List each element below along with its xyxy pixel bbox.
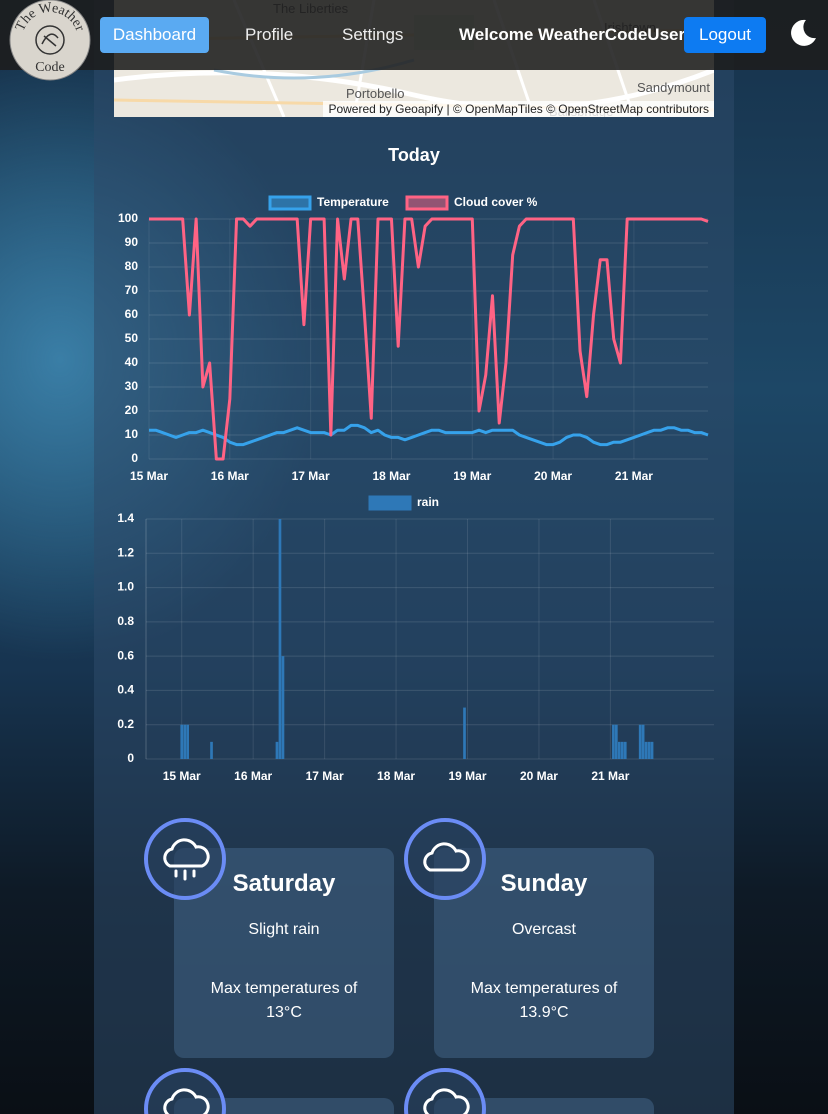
bar [614, 724, 618, 759]
bar [183, 724, 187, 759]
y-tick-label: 60 [125, 307, 139, 321]
x-tick-label: 21 Mar [591, 769, 629, 783]
charts: Today Temperature Cloud cover % 0 10 20 30 40 50… [117, 145, 709, 783]
cloud-icon [404, 818, 486, 900]
rain-icon [144, 1068, 226, 1114]
bar [275, 741, 279, 759]
welcome-text: Welcome WeatherCodeUser! [459, 25, 691, 44]
bar [650, 741, 654, 759]
x-tick-label: 21 Mar [615, 469, 653, 483]
day: Sunday [500, 870, 588, 897]
y-tick-label: 80 [125, 259, 139, 273]
bar [186, 724, 189, 759]
legend-label: Temperature [317, 195, 389, 209]
map-label: Sandymount [637, 80, 710, 95]
y-tick-label: 20 [125, 403, 139, 417]
max-label: Max temperatures of [470, 980, 618, 997]
nav-link[interactable]: Dashboard [100, 17, 209, 53]
forecast-card[interactable] [434, 1098, 654, 1114]
y-tick-label: 1.4 [117, 511, 134, 525]
y-tick-label: 1.2 [117, 545, 134, 559]
legend-swatch [368, 495, 412, 511]
x-tick-label: 20 Mar [534, 469, 572, 483]
y-tick-label: 0 [131, 451, 138, 465]
forecast-card[interactable] [174, 1098, 394, 1114]
bar [644, 741, 648, 759]
bar [278, 519, 282, 759]
max-temp: 13°C [266, 1004, 302, 1021]
y-tick-label: 70 [125, 283, 139, 297]
x-tick-label: 18 Mar [377, 769, 415, 783]
navbar: The Weather Code Dashboard Profile Setti… [0, 0, 828, 81]
x-tick-label: 18 Mar [372, 469, 410, 483]
nav-link[interactable]: Profile [245, 25, 294, 44]
bar [620, 741, 624, 759]
y-tick-label: 0.4 [117, 683, 134, 697]
bar [641, 724, 645, 759]
x-tick-label: 15 Mar [130, 469, 168, 483]
legend-label: Cloud cover % [454, 195, 538, 209]
forecast-card[interactable]: Sunday Overcast Max temperatures of 13.9°… [434, 848, 654, 1058]
bar [647, 741, 651, 759]
y-tick-label: 50 [125, 331, 139, 345]
logo[interactable]: The Weather Code [8, 0, 92, 82]
rain-icon [144, 818, 226, 900]
x-tick-label: 16 Mar [234, 769, 272, 783]
bar [638, 724, 642, 759]
line-series [149, 423, 709, 447]
max-label: Max temperatures of [210, 980, 358, 997]
y-tick-label: 1.0 [117, 580, 134, 594]
x-tick-label: 20 Mar [520, 769, 558, 783]
y-tick-label: 10 [125, 427, 139, 441]
x-tick-label: 19 Mar [453, 469, 491, 483]
y-tick-label: 100 [118, 211, 138, 225]
y-tick-label: 90 [125, 235, 139, 249]
day: Saturday [232, 870, 336, 897]
map-label: Portobello [346, 86, 405, 101]
y-tick-label: 0.6 [117, 648, 134, 662]
bar [281, 656, 285, 759]
bar [623, 741, 627, 759]
x-tick-label: 17 Mar [292, 469, 330, 483]
legend-label: rain [417, 495, 439, 509]
max-temp: 13.9°C [519, 1004, 569, 1021]
y-tick-label: 30 [125, 379, 139, 393]
y-tick-label: 40 [125, 355, 139, 369]
x-tick-label: 15 Mar [163, 769, 201, 783]
x-tick-label: 19 Mar [448, 769, 486, 783]
y-tick-label: 0 [127, 751, 134, 765]
bar [180, 724, 184, 759]
theme-toggle[interactable] [788, 18, 818, 48]
bar [463, 707, 466, 759]
logo-text: Code [35, 60, 65, 75]
condition: Slight rain [248, 921, 320, 938]
nav-link[interactable]: Settings [342, 25, 404, 44]
bar [210, 741, 213, 759]
line-series [149, 217, 709, 461]
y-tick-label: 0.8 [117, 614, 134, 628]
bar [617, 741, 621, 759]
chart-title: Today [388, 145, 440, 165]
logout-button[interactable]: Logout [684, 17, 766, 53]
map-attribution[interactable]: Powered by Geoapify | © OpenMapTiles © O… [323, 101, 714, 117]
condition: Overcast [511, 921, 576, 938]
bar [612, 724, 615, 759]
legend-swatch [268, 195, 312, 211]
legend-swatch [405, 195, 449, 211]
y-tick-label: 0.2 [117, 717, 134, 731]
x-tick-label: 17 Mar [306, 769, 344, 783]
x-tick-label: 16 Mar [211, 469, 249, 483]
rain-icon [404, 1068, 486, 1114]
